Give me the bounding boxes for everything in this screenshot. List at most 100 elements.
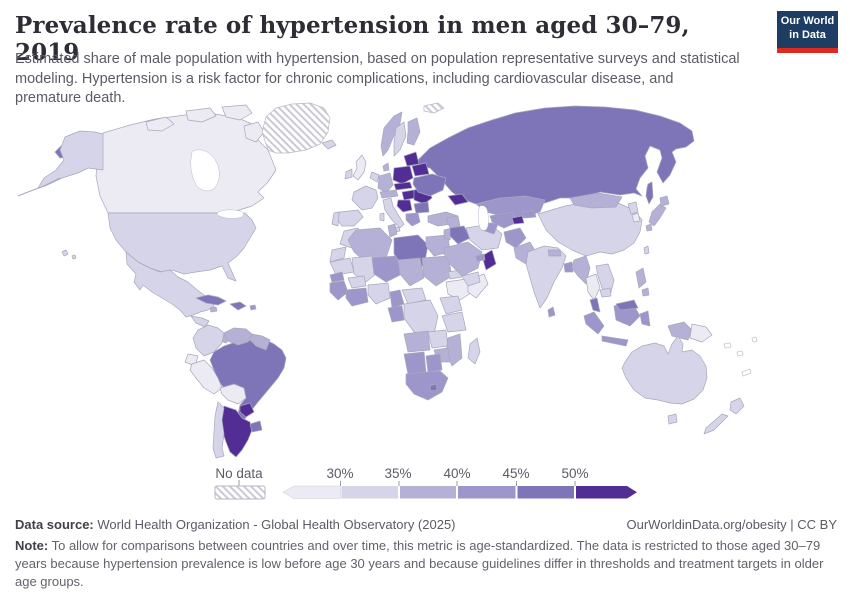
country-mongolia[interactable] xyxy=(569,192,623,209)
country-uganda-kenya[interactable] xyxy=(439,295,463,315)
country-caucasus[interactable] xyxy=(447,193,469,206)
country-puerto-rico[interactable] xyxy=(249,304,257,311)
country-mali[interactable] xyxy=(351,255,377,283)
country-mexico[interactable] xyxy=(125,251,215,318)
country-france[interactable] xyxy=(351,185,379,211)
country-papua-new-guinea[interactable] xyxy=(689,323,713,343)
country-madagascar[interactable] xyxy=(467,337,481,365)
country-thailand[interactable] xyxy=(585,273,601,301)
country-chile[interactable] xyxy=(212,401,225,459)
country-uruguay[interactable] xyxy=(249,420,263,433)
country-greenland[interactable] xyxy=(261,102,331,154)
country-finland[interactable] xyxy=(406,117,421,146)
country-jamaica[interactable] xyxy=(209,306,218,313)
country-ukraine[interactable] xyxy=(412,173,447,197)
country-hungary[interactable] xyxy=(401,189,416,201)
country-spain[interactable] xyxy=(335,209,364,227)
country-tajikistan[interactable] xyxy=(511,215,525,225)
country-uae[interactable] xyxy=(475,253,486,262)
country-benelux[interactable] xyxy=(369,171,380,183)
country-peru[interactable] xyxy=(189,359,223,395)
country-namibia[interactable] xyxy=(403,351,427,375)
country-niger[interactable] xyxy=(371,255,403,283)
country-hispaniola[interactable] xyxy=(229,301,247,311)
country-bulgaria[interactable] xyxy=(413,201,430,214)
country-alpine[interactable] xyxy=(379,189,399,199)
country-afghanistan[interactable] xyxy=(503,227,527,249)
country-australia[interactable] xyxy=(621,335,708,405)
country-angola[interactable] xyxy=(403,330,431,353)
country-paraguay[interactable] xyxy=(239,402,255,418)
country-italy[interactable] xyxy=(382,197,405,229)
country-guinea[interactable] xyxy=(329,280,349,301)
country-tunisia[interactable] xyxy=(387,223,398,238)
country-myanmar[interactable] xyxy=(571,255,591,285)
country-italy-sardinia[interactable] xyxy=(379,212,385,222)
country-tanzania[interactable] xyxy=(441,311,467,333)
country-western-sahara[interactable] xyxy=(329,246,347,263)
country-usa[interactable] xyxy=(107,212,257,282)
country-portugal[interactable] xyxy=(331,211,340,227)
country-colombia[interactable] xyxy=(192,324,225,357)
country-drc[interactable] xyxy=(403,299,439,335)
country-canada-arctic-2[interactable] xyxy=(185,107,217,123)
country-indonesia-sulawesi[interactable] xyxy=(639,310,651,327)
country-sweden[interactable] xyxy=(393,121,407,157)
country-west-balkans[interactable] xyxy=(396,199,413,213)
country-iceland[interactable] xyxy=(321,139,337,150)
country-syria[interactable] xyxy=(445,215,461,229)
country-belarus[interactable] xyxy=(411,162,430,177)
country-lesotho[interactable] xyxy=(429,383,438,392)
country-india[interactable] xyxy=(525,245,567,309)
country-burkina[interactable] xyxy=(347,275,367,289)
country-guianas[interactable] xyxy=(249,333,271,351)
country-cambodia[interactable] xyxy=(599,287,612,298)
country-south-africa[interactable] xyxy=(405,370,449,401)
country-oman[interactable] xyxy=(481,249,497,271)
country-senegal[interactable] xyxy=(329,271,345,283)
country-philippines[interactable] xyxy=(635,267,650,297)
country-iraq[interactable] xyxy=(449,225,471,245)
country-czech-slovakia[interactable] xyxy=(393,181,413,191)
country-norway[interactable] xyxy=(380,111,403,157)
country-germany[interactable] xyxy=(377,172,394,194)
country-congo[interactable] xyxy=(387,305,405,323)
country-saudi-arabia[interactable] xyxy=(443,241,483,277)
country-central-african-republic[interactable] xyxy=(401,287,427,305)
country-south-korea[interactable] xyxy=(631,212,641,223)
country-nigeria[interactable] xyxy=(367,282,391,305)
country-usa-alaska[interactable] xyxy=(37,130,104,189)
country-sudan[interactable] xyxy=(421,255,453,287)
country-malaysia-peninsula[interactable] xyxy=(589,297,601,313)
country-yemen[interactable] xyxy=(461,271,481,287)
country-baltics[interactable] xyxy=(403,151,420,167)
owid-logo[interactable]: Our World in Data xyxy=(777,11,838,53)
country-sri-lanka[interactable] xyxy=(547,306,556,318)
country-new-zealand-south[interactable] xyxy=(703,413,729,435)
country-australia-tasmania[interactable] xyxy=(667,413,678,425)
country-cameroon[interactable] xyxy=(389,289,405,309)
country-greece[interactable] xyxy=(405,212,421,227)
country-indonesia-sumatra[interactable] xyxy=(583,311,605,335)
country-malaysia-borneo[interactable] xyxy=(615,299,639,311)
country-nepal[interactable] xyxy=(547,249,562,257)
country-north-korea[interactable] xyxy=(627,201,639,215)
country-chad[interactable] xyxy=(397,257,425,287)
country-ivory-coast-ghana[interactable] xyxy=(345,287,369,307)
country-new-zealand-north[interactable] xyxy=(729,397,745,415)
country-bangladesh[interactable] xyxy=(563,261,574,273)
country-canada-arctic-1[interactable] xyxy=(145,116,175,132)
footer-license-link[interactable]: OurWorldinData.org/obesity | CC BY xyxy=(626,517,838,532)
legend-color-bar[interactable] xyxy=(278,478,648,502)
country-canada-baffin[interactable] xyxy=(243,121,265,143)
country-ireland[interactable] xyxy=(344,168,353,180)
country-poland[interactable] xyxy=(392,165,414,185)
legend-no-data-swatch[interactable] xyxy=(213,478,267,502)
country-venezuela[interactable] xyxy=(223,327,253,346)
country-canada-arctic-3[interactable] xyxy=(221,104,253,121)
country-japan-honshu[interactable] xyxy=(648,203,667,227)
country-cuba[interactable] xyxy=(195,294,227,306)
country-japan-kyushu[interactable] xyxy=(645,223,653,232)
country-denmark[interactable] xyxy=(382,162,390,172)
country-bolivia[interactable] xyxy=(219,383,247,405)
